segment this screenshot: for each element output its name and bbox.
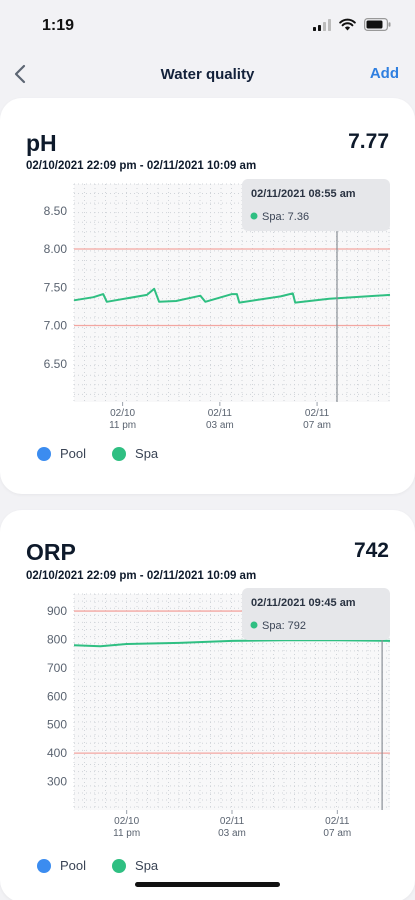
series-line-spa: [73, 639, 391, 648]
y-tick-label: 8.00: [44, 242, 68, 256]
chart-legend: Pool Spa: [37, 446, 184, 461]
navigation-bar: Water quality Add: [0, 52, 415, 98]
x-tick-label: 07 am: [303, 420, 331, 431]
x-tick-label: 02/11: [325, 816, 350, 827]
x-tick-label: 03 am: [218, 828, 246, 839]
y-tick-label: 6.50: [44, 357, 68, 371]
wifi-icon: [339, 18, 356, 31]
ph-card: pH 7.77 02/10/2021 22:09 pm - 02/11/2021…: [0, 98, 415, 494]
page-title: Water quality: [160, 66, 255, 83]
status-time: 1:19: [42, 17, 75, 34]
legend-item-pool[interactable]: Pool: [37, 858, 86, 873]
orp-card: ORP 742 02/10/2021 22:09 pm - 02/11/2021…: [0, 510, 415, 900]
y-tick-label: 600: [47, 689, 67, 703]
spa-dot-icon: [112, 858, 127, 873]
legend-item-pool[interactable]: Pool: [37, 446, 86, 461]
legend-label: Pool: [60, 446, 87, 461]
x-tick-label: 03 am: [206, 420, 234, 431]
card-value: 7.77: [348, 130, 389, 153]
chevron-left-icon: [14, 64, 26, 84]
y-tick-label: 500: [47, 718, 67, 732]
tooltip-value: Spa: 792: [262, 620, 306, 632]
battery-icon: [364, 18, 391, 31]
y-tick-label: 7.00: [44, 319, 68, 333]
y-tick-label: 8.50: [44, 204, 68, 218]
tooltip-time: 02/11/2021 09:45 am: [251, 597, 356, 609]
chart-legend: Pool Spa: [37, 858, 184, 873]
tooltip-value: Spa: 7.36: [262, 211, 309, 223]
legend-item-spa[interactable]: Spa: [112, 446, 158, 461]
home-indicator: [135, 882, 280, 887]
date-range: 02/10/2021 22:09 pm - 02/11/2021 10:09 a…: [26, 570, 257, 582]
legend-label: Spa: [135, 446, 159, 461]
x-tick-label: 11 pm: [113, 828, 140, 839]
status-icons: [313, 18, 391, 31]
tooltip: [242, 588, 390, 640]
status-bar: 1:19: [0, 0, 415, 52]
y-tick-label: 700: [47, 661, 67, 675]
x-tick-label: 07 am: [323, 828, 351, 839]
card-title: ORP: [26, 539, 76, 565]
card-title: pH: [26, 130, 57, 156]
pool-dot-icon: [37, 446, 51, 461]
y-tick-label: 900: [47, 604, 67, 618]
y-tick-label: 800: [47, 632, 67, 646]
date-range: 02/10/2021 22:09 pm - 02/11/2021 10:09 a…: [26, 160, 257, 172]
add-button[interactable]: Add: [369, 65, 399, 82]
y-tick-label: 400: [47, 746, 67, 760]
card-value: 742: [353, 539, 389, 562]
tooltip-spa-dot-icon: [250, 212, 258, 220]
x-tick-label: 11 pm: [109, 420, 136, 431]
spa-dot-icon: [112, 446, 127, 461]
tooltip-time: 02/11/2021 08:55 am: [251, 188, 356, 200]
pool-dot-icon: [37, 858, 51, 873]
tooltip-spa-dot-icon: [250, 621, 258, 629]
y-tick-label: 7.50: [44, 280, 68, 294]
cellular-signal-icon: [313, 18, 331, 31]
x-tick-label: 02/11: [305, 408, 330, 419]
x-tick-label: 02/10: [114, 816, 139, 827]
legend-label: Pool: [60, 858, 87, 873]
tooltip: [242, 179, 390, 231]
series-line-spa: [73, 287, 391, 304]
x-tick-label: 02/10: [110, 408, 135, 419]
legend-label: Spa: [135, 858, 159, 873]
legend-item-spa[interactable]: Spa: [112, 858, 158, 873]
back-button[interactable]: [8, 60, 36, 88]
y-tick-label: 300: [47, 775, 67, 789]
x-tick-label: 02/11: [208, 408, 233, 419]
x-tick-label: 02/11: [220, 816, 245, 827]
